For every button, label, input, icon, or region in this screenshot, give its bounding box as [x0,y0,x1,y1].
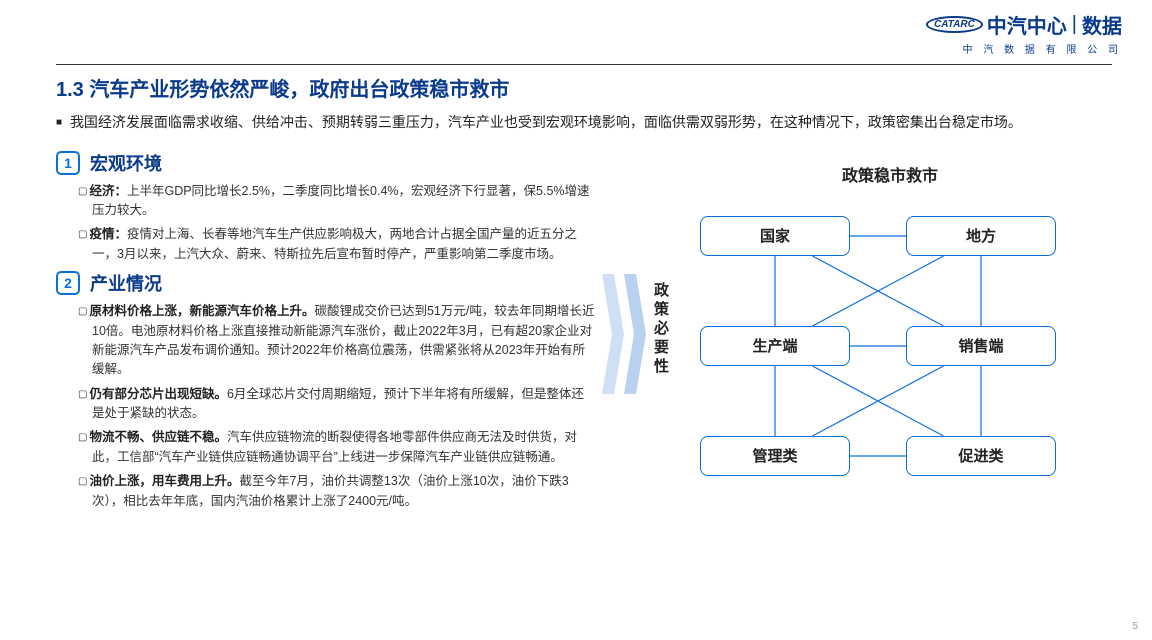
logo-oval: CATARC [926,16,983,33]
bullet-2-4: ▢油价上涨，用车费用上升。截至今年7月，油价共调整13次（油价上涨10次，油价下… [78,472,596,511]
section-title-2: 产业情况 [90,270,162,296]
bullet-2-2: ▢仍有部分芯片出现短缺。6月全球芯片交付周期缩短，预计下半年将有所缓解，但是整体… [78,385,596,424]
logo: CATARC 中汽中心 | 数据 中 汽 数 据 有 限 公 司 [926,10,1122,56]
bullet-lead: 经济： [89,184,127,198]
bullet-text: 上半年GDP同比增长2.5%，二季度同比增长0.4%，宏观经济下行显著，保5.5… [92,184,590,217]
bullet-2-1: ▢原材料价格上涨，新能源汽车价格上升。碳酸锂成交价已达到51万元/吨，较去年同期… [78,302,596,380]
diagram: 国家 地方 生产端 销售端 管理类 促进类 [688,216,1068,516]
chevron-2-icon [624,274,646,394]
logo-text-1: 中汽中心 [987,10,1067,39]
section-title-1: 宏观环境 [90,150,162,176]
bullet-lead: 物流不畅、供应链不稳。 [89,430,227,444]
section-2-bullets: ▢原材料价格上涨，新能源汽车价格上升。碳酸锂成交价已达到51万元/吨，较去年同期… [56,302,596,511]
diagram-box-local: 地方 [906,216,1056,256]
hollow-box-icon: ▢ [78,229,87,240]
bullet-lead: 原材料价格上涨，新能源汽车价格上升。 [89,304,314,318]
logo-text-2: 数据 [1082,10,1122,39]
section-head-1: 1 宏观环境 [56,150,596,176]
section-number-2: 2 [56,271,80,295]
bullet-1-1: ▢经济：上半年GDP同比增长2.5%，二季度同比增长0.4%，宏观经济下行显著，… [78,182,596,221]
section-1-bullets: ▢经济：上半年GDP同比增长2.5%，二季度同比增长0.4%，宏观经济下行显著，… [56,182,596,265]
hollow-box-icon: ▢ [78,306,87,317]
hollow-box-icon: ▢ [78,476,87,487]
slide: CATARC 中汽中心 | 数据 中 汽 数 据 有 限 公 司 1.3 汽车产… [0,0,1152,640]
top-divider [56,64,1112,65]
logo-divider: | [1072,13,1077,36]
diagram-box-production: 生产端 [700,326,850,366]
page-number: 5 [1132,621,1138,632]
right-column: 政策必要性 政策稳市救市 国家 地方 生产端 销售端 管理类 促进类 [628,144,1112,516]
diagram-box-management: 管理类 [700,436,850,476]
bullet-text: 疫情对上海、长春等地汽车生产供应影响极大，两地合计占据全国产量的近五分之一，3月… [92,227,577,260]
hollow-box-icon: ▢ [78,186,87,197]
bullet-lead: 油价上涨，用车费用上升。 [89,474,239,488]
intro-paragraph: ■ 我国经济发展面临需求收缩、供给冲击、预期转弱三重压力，汽车产业也受到宏观环境… [56,112,1112,134]
page-title: 1.3 汽车产业形势依然严峻，政府出台政策稳市救市 [56,73,1112,102]
bullet-lead: 疫情： [89,227,127,241]
section-head-2: 2 产业情况 [56,270,596,296]
section-number-1: 1 [56,151,80,175]
bullet-2-3: ▢物流不畅、供应链不稳。汽车供应链物流的断裂使得各地零部件供应商无法及时供货，对… [78,428,596,467]
logo-subtitle: 中 汽 数 据 有 限 公 司 [926,41,1122,56]
diagram-box-sales: 销售端 [906,326,1056,366]
content-columns: 1 宏观环境 ▢经济：上半年GDP同比增长2.5%，二季度同比增长0.4%，宏观… [56,144,1112,516]
intro-text: 我国经济发展面临需求收缩、供给冲击、预期转弱三重压力，汽车产业也受到宏观环境影响… [70,114,1022,130]
left-column: 1 宏观环境 ▢经济：上半年GDP同比增长2.5%，二季度同比增长0.4%，宏观… [56,144,596,516]
hollow-box-icon: ▢ [78,432,87,443]
chevron-1-icon [602,274,624,394]
diagram-box-country: 国家 [700,216,850,256]
chevrons-icon [602,274,646,394]
logo-main: CATARC 中汽中心 | 数据 [926,10,1122,39]
diagram-box-promotion: 促进类 [906,436,1056,476]
bullet-1-2: ▢疫情：疫情对上海、长春等地汽车生产供应影响极大，两地合计占据全国产量的近五分之… [78,225,596,264]
hollow-box-icon: ▢ [78,389,87,400]
diagram-title: 政策稳市救市 [668,162,1112,186]
square-bullet-icon: ■ [56,117,62,128]
vertical-label: 政策必要性 [650,282,671,377]
bullet-lead: 仍有部分芯片出现短缺。 [89,387,227,401]
